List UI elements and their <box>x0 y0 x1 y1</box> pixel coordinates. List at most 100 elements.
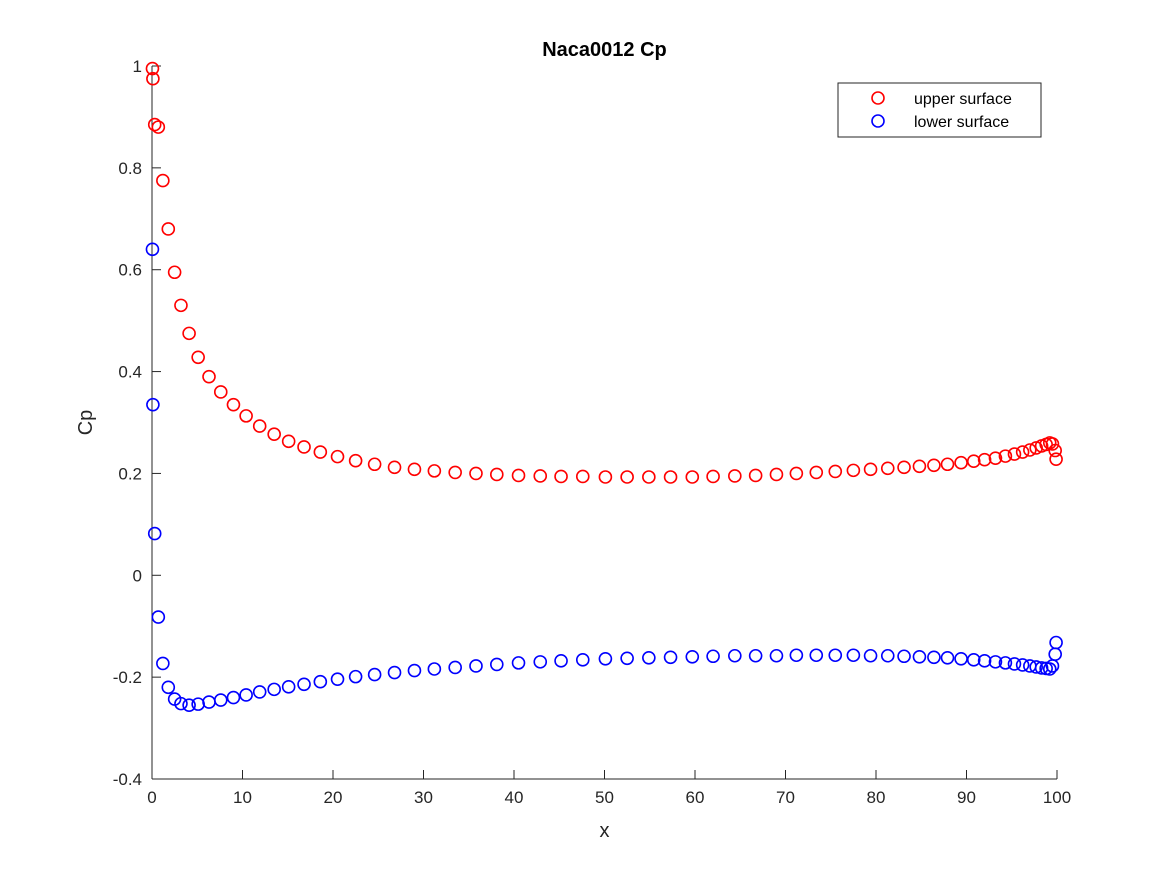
lower-surface-point <box>226 690 241 705</box>
upper-surface-point <box>846 463 861 478</box>
upper-surface-point <box>809 465 824 480</box>
lower-surface-point <box>252 685 267 699</box>
lower-surface-point <box>846 648 861 663</box>
upper-surface-point <box>511 468 526 483</box>
y-tick-label: -0.4 <box>113 770 142 789</box>
upper-surface-point <box>880 461 895 476</box>
upper-surface-point <box>940 457 955 472</box>
axes: 0 10 20 30 40 50 60 70 80 90 100 -0.4 -0.2 0 0.2 0.4 0.6… <box>113 57 1071 807</box>
y-axis-title: Cp <box>75 410 97 436</box>
upper-surface-point <box>387 460 402 475</box>
upper-surface-point <box>1007 447 1022 461</box>
upper-surface-point <box>330 449 345 464</box>
upper-surface-point <box>146 71 160 86</box>
upper-surface-point <box>469 466 483 481</box>
x-axis-title: x <box>600 820 610 842</box>
upper-surface-point <box>954 455 968 470</box>
upper-surface-point <box>998 449 1013 463</box>
y-tick-label: 0 <box>133 566 142 585</box>
legend: upper surface lower surface <box>837 82 1042 138</box>
y-tick-label: -0.2 <box>113 668 142 687</box>
upper-surface-point <box>977 452 992 467</box>
lower-surface-point <box>706 649 720 664</box>
upper-surface-point <box>167 265 182 280</box>
upper-surface-point <box>267 427 281 442</box>
upper-surface-point <box>145 61 160 76</box>
legend-marker-upper-surface <box>871 91 885 105</box>
data-points <box>145 61 1063 712</box>
upper-surface-point <box>1015 445 1030 459</box>
lower-surface-point <box>1015 658 1030 672</box>
upper-surface-point <box>769 467 784 482</box>
lower-surface-point <box>490 657 504 672</box>
upper-surface-point <box>161 222 176 236</box>
x-tick-label: 60 <box>686 788 705 807</box>
lower-surface-point <box>663 650 678 665</box>
upper-surface-point <box>281 434 296 449</box>
upper-surface-point <box>912 459 927 474</box>
lower-surface-point <box>642 650 656 665</box>
upper-surface-point <box>252 419 267 433</box>
upper-surface-point <box>663 470 678 484</box>
lower-surface-point <box>1042 662 1057 676</box>
lower-surface-point <box>281 680 296 694</box>
lower-surface-point <box>769 648 784 663</box>
lower-surface-point <box>511 656 526 670</box>
lower-surface-point <box>828 648 843 663</box>
lower-surface-point <box>620 651 634 666</box>
upper-surface-point <box>642 470 656 484</box>
upper-surface-point <box>728 469 742 483</box>
upper-surface-point <box>297 440 311 454</box>
y-tick-label: 0.4 <box>118 363 142 382</box>
x-tick-label: 40 <box>505 788 524 807</box>
lower-surface-point <box>348 669 363 684</box>
lower-surface-point <box>367 667 382 682</box>
upper-surface-point <box>490 467 504 482</box>
lower-surface-point <box>748 648 763 663</box>
lower-surface-point <box>940 650 955 665</box>
y-tick-label: 0.2 <box>118 464 142 483</box>
x-tick-label: 0 <box>147 788 156 807</box>
lower-surface-point <box>598 652 613 666</box>
lower-surface-point <box>145 242 160 257</box>
lower-surface-point <box>575 653 590 667</box>
y-tick-label: 1 <box>133 57 142 76</box>
upper-surface-point <box>407 462 422 477</box>
upper-surface-point <box>1023 443 1037 457</box>
lower-surface-point <box>313 674 328 689</box>
lower-surface-point <box>330 672 345 686</box>
y-tick-label: 0.8 <box>118 159 142 178</box>
y-tick-label: 0.6 <box>118 261 142 280</box>
upper-surface-point <box>1049 452 1063 466</box>
lower-surface-point <box>880 648 895 663</box>
upper-surface-point <box>620 470 634 484</box>
lower-surface-point <box>239 688 253 702</box>
lower-surface-point <box>182 698 196 712</box>
upper-surface-point <box>966 454 981 469</box>
upper-surface-point <box>575 469 590 484</box>
upper-surface-point <box>367 457 382 472</box>
lower-surface-point <box>213 693 228 707</box>
upper-surface-point <box>147 117 162 132</box>
upper-surface-point <box>863 462 878 477</box>
upper-surface-point <box>213 385 228 399</box>
lower-surface-point <box>966 653 981 667</box>
x-tick-label: 30 <box>414 788 433 807</box>
lower-surface-point <box>1029 660 1043 674</box>
lower-surface-point <box>147 526 162 541</box>
lower-surface-point <box>863 648 878 663</box>
upper-surface-point <box>828 464 843 479</box>
lower-surface-point <box>977 654 992 668</box>
lower-surface-point <box>912 649 927 664</box>
lower-surface-point <box>685 649 700 664</box>
lower-surface-point <box>469 659 483 673</box>
upper-surface-point <box>239 409 253 423</box>
upper-surface-point <box>533 469 548 483</box>
upper-surface-point <box>156 173 170 188</box>
lower-surface-point <box>297 677 311 692</box>
lower-surface-point <box>988 655 1003 669</box>
upper-surface-point <box>706 469 720 484</box>
upper-surface-point <box>1045 437 1060 451</box>
lower-surface-point <box>789 648 804 663</box>
